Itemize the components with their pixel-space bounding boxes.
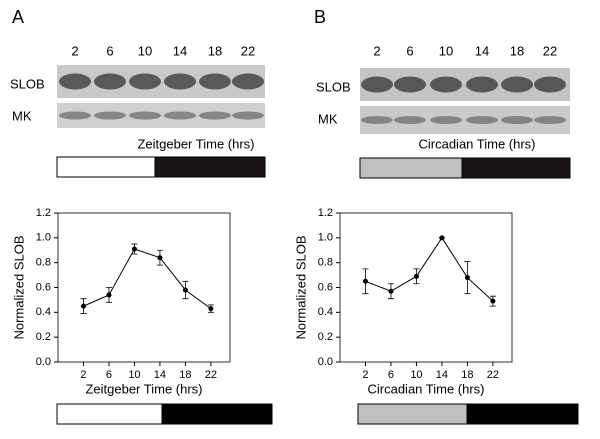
blot-band — [199, 111, 231, 120]
blot-band — [534, 116, 566, 124]
blot-band — [394, 116, 426, 124]
light-phase — [56, 156, 156, 178]
y-tick-label: 1.0 — [36, 232, 51, 244]
blot-band — [534, 76, 566, 93]
data-point — [208, 306, 214, 312]
blot-band — [430, 76, 462, 93]
blot-band — [164, 111, 196, 120]
blot-row-label: SLOB — [316, 79, 351, 94]
data-point — [80, 303, 86, 309]
data-line — [83, 248, 212, 310]
data-point — [182, 287, 188, 293]
blot-row-label: MK — [318, 111, 338, 126]
blot-time-label: 14 — [475, 43, 489, 58]
y-axis-label: Normalized SLOB — [11, 235, 26, 339]
y-tick-label: 0.6 — [36, 281, 51, 293]
x-tick-label: 2 — [362, 369, 368, 381]
y-tick-label: 1.2 — [36, 207, 51, 219]
plot-frame — [57, 212, 231, 363]
y-tick-label: 0.4 — [318, 306, 333, 318]
data-point — [490, 298, 496, 304]
blot-row-label: MK — [12, 108, 32, 123]
y-tick-label: 1.0 — [318, 232, 333, 244]
blot-band — [199, 73, 231, 90]
data-point — [362, 278, 368, 284]
dark-phase — [161, 403, 273, 425]
blot-band — [430, 116, 462, 124]
blot-time-label: 22 — [543, 43, 557, 58]
data-point — [157, 255, 163, 261]
blot-band — [501, 76, 533, 93]
x-tick-label: 10 — [410, 369, 422, 381]
data-point — [131, 246, 137, 252]
blot-time-label: 10 — [138, 43, 152, 58]
y-tick-label: 0.8 — [36, 257, 51, 269]
subjective-day — [357, 403, 468, 425]
blot-time-label: 18 — [208, 43, 222, 58]
y-tick-label: 1.2 — [318, 207, 333, 219]
x-tick-label: 22 — [205, 369, 217, 381]
blot-band — [232, 111, 264, 120]
blot-band — [394, 76, 426, 93]
blot-axis-label: Circadian Time (hrs) — [418, 136, 535, 151]
data-point — [464, 275, 470, 281]
subjective-night — [466, 403, 579, 425]
x-tick-label: 14 — [154, 369, 166, 381]
y-tick-label: 0.6 — [318, 281, 333, 293]
x-tick-label: 2 — [80, 369, 86, 381]
data-point — [106, 292, 112, 298]
blot-band — [501, 116, 533, 124]
x-axis-label: Zeitgeber Time (hrs) — [85, 381, 202, 396]
blot-time-label: 18 — [510, 43, 524, 58]
blot-row-label: SLOB — [10, 76, 45, 91]
y-axis-label: Normalized SLOB — [293, 235, 308, 339]
blot-time-label: 6 — [406, 43, 413, 58]
blot-time-label: 6 — [106, 43, 113, 58]
blot-band — [129, 73, 161, 90]
blot-band — [94, 111, 126, 120]
panel-label: B — [314, 7, 326, 27]
x-tick-label: 14 — [436, 369, 448, 381]
dark-phase — [154, 156, 266, 178]
x-tick-label: 10 — [128, 369, 140, 381]
blot-time-label: 22 — [241, 43, 255, 58]
y-tick-label: 0.2 — [36, 331, 51, 343]
x-tick-label: 22 — [487, 369, 499, 381]
blot-band — [232, 73, 264, 90]
x-tick-label: 18 — [461, 369, 473, 381]
x-tick-label: 6 — [388, 369, 394, 381]
blot-band — [164, 73, 196, 90]
data-point — [388, 288, 394, 294]
blot-band — [94, 73, 126, 90]
x-axis-label: Circadian Time (hrs) — [367, 381, 484, 396]
y-tick-label: 0.0 — [36, 356, 51, 368]
subjective-day — [359, 157, 463, 179]
blot-band — [361, 76, 393, 93]
data-point — [439, 235, 445, 241]
blot-time-label: 2 — [373, 43, 380, 58]
blot-band — [466, 116, 498, 124]
blot-band — [59, 73, 91, 90]
blot-band — [59, 111, 91, 120]
data-line — [365, 236, 494, 302]
blot-axis-label: Zeitgeber Time (hrs) — [137, 136, 254, 151]
data-point — [413, 273, 419, 279]
x-tick-label: 6 — [106, 369, 112, 381]
y-tick-label: 0.4 — [36, 306, 51, 318]
y-tick-label: 0.0 — [318, 356, 333, 368]
y-tick-label: 0.2 — [318, 331, 333, 343]
blot-time-label: 2 — [71, 43, 78, 58]
blot-band — [129, 111, 161, 120]
blot-band — [361, 116, 393, 124]
panel-label: A — [12, 7, 24, 27]
subjective-night — [461, 157, 571, 179]
light-phase — [56, 403, 163, 425]
blot-band — [466, 76, 498, 93]
blot-time-label: 10 — [439, 43, 453, 58]
y-tick-label: 0.8 — [318, 257, 333, 269]
x-tick-label: 18 — [179, 369, 191, 381]
blot-time-label: 14 — [173, 43, 187, 58]
